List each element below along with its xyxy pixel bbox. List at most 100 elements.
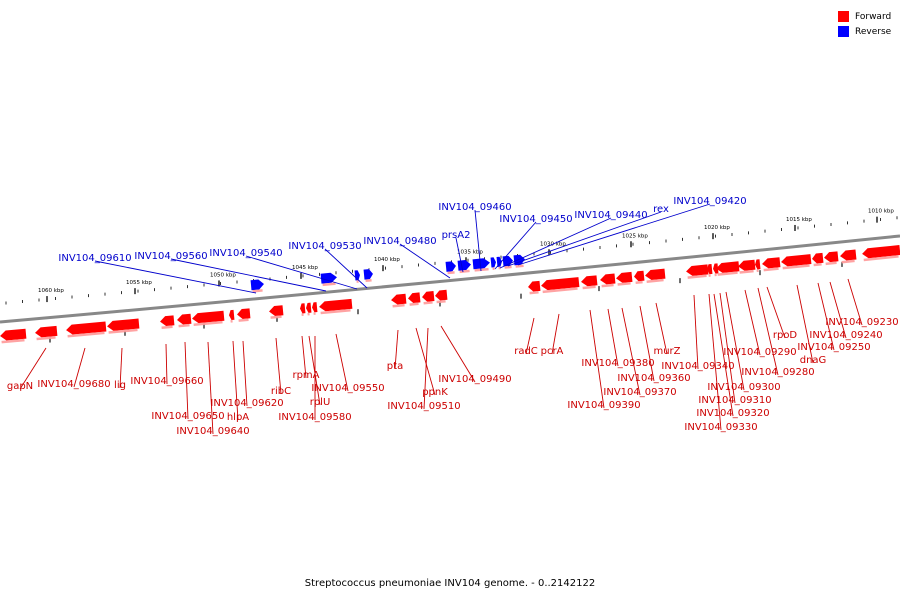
tick-layer: 1060 kbp 1055 kbp 1050 kbp 1045 kbp 1040 kbp…: [38, 209, 894, 303]
forward-gene: [107, 318, 140, 334]
forward-gene: [269, 305, 284, 319]
leader-line: [744, 289, 761, 356]
gene-label-radC: radC: [514, 346, 538, 357]
leader-line: [713, 293, 734, 417]
gene-label-INV104_09610: INV104_09610: [58, 253, 131, 264]
gene-label-INV104_09450: INV104_09450: [499, 214, 572, 225]
tick-label: 1040 kbp: [374, 257, 400, 263]
leader-line: [245, 255, 358, 290]
leader-line: [693, 294, 699, 370]
leader-line: [335, 333, 349, 392]
gene-label-INV104_09510: INV104_09510: [387, 401, 460, 412]
leader-line: [708, 293, 722, 431]
leader-line: [242, 340, 248, 407]
tick-label: 1015 kbp: [786, 217, 812, 223]
gene-label-ppnK: ppnK: [422, 387, 448, 398]
leader-line: [275, 337, 282, 395]
forward-gene: [319, 298, 353, 315]
leader-line: [455, 237, 464, 273]
forward-gene: [35, 325, 58, 341]
gene-label-INV104_09230: INV104_09230: [825, 317, 898, 328]
leader-line: [507, 211, 662, 267]
forward-gene: [408, 292, 421, 306]
reverse-gene: [496, 256, 502, 270]
gene-label-INV104_09620: INV104_09620: [210, 398, 283, 409]
forward-gene: [824, 251, 839, 266]
forward-gene: [192, 310, 225, 327]
leader-line: [232, 340, 239, 421]
forward-gene: [435, 289, 448, 304]
reverse-gene: [472, 258, 490, 272]
leader-line: [119, 347, 123, 389]
leader-line: [170, 258, 327, 292]
gene-label-rplU: rplU: [310, 397, 331, 408]
forward-gene: [66, 321, 107, 338]
forward-gene: [229, 309, 235, 323]
tick-label: 1035 kbp: [457, 249, 483, 255]
reverse-gene: [363, 269, 373, 283]
forward-gene: [616, 271, 633, 286]
forward-gene: [541, 277, 580, 294]
genome-caption: Streptococcus pneumoniae INV104 genome. …: [304, 578, 596, 589]
gene-label-INV104_09490: INV104_09490: [438, 374, 511, 385]
tick-label: 1055 kbp: [126, 280, 152, 286]
leader-line: [301, 335, 307, 379]
reverse-strand-layer: INV104_09610 INV104_09560 INV104_09540 INV1…: [58, 196, 747, 294]
tick-label: 1025 kbp: [622, 233, 648, 239]
leader-line: [589, 309, 605, 409]
leader-line: [94, 260, 257, 294]
legend: Forward Reverse: [838, 9, 898, 39]
tick-label: 1045 kbp: [292, 265, 318, 271]
leader-line: [551, 313, 560, 355]
gene-label-INV104_09240: INV104_09240: [809, 330, 882, 341]
forward-gene: [528, 280, 541, 295]
legend-label-forward: Forward: [855, 11, 892, 22]
gene-label-INV104_09380: INV104_09380: [581, 358, 654, 369]
forward-gene: [160, 315, 175, 329]
gene-label-INV104_09330: INV104_09330: [684, 422, 757, 433]
forward-gene: [686, 264, 709, 279]
forward-gene: [600, 273, 616, 288]
leader-line: [517, 203, 711, 266]
leader-line: [308, 335, 321, 406]
forward-gene: [781, 254, 812, 270]
gene-label-INV104_09420: INV104_09420: [673, 196, 746, 207]
gene-label-INV104_09540: INV104_09540: [209, 248, 282, 259]
leader-line: [474, 209, 482, 272]
gene-label-rpoD: rpoD: [773, 330, 798, 341]
legend-label-reverse: Reverse: [855, 26, 892, 37]
forward-gene: [177, 313, 192, 328]
gene-label-dnaG: dnaG: [800, 355, 827, 366]
gene-label-hlpA: hlpA: [227, 412, 249, 423]
gene-label-INV104_09370: INV104_09370: [603, 387, 676, 398]
gene-label-pta: pta: [387, 361, 403, 372]
leader-line: [494, 221, 537, 270]
gene-label-lig: lig: [114, 380, 126, 391]
leader-line: [394, 329, 399, 370]
legend-item-forward: Forward: [838, 9, 898, 24]
forward-gene: [716, 261, 740, 276]
gene-label-INV104_09650: INV104_09650: [151, 411, 224, 422]
leader-line: [499, 217, 612, 269]
leader-line: [73, 347, 86, 388]
leader-line: [725, 291, 745, 391]
leader-line: [796, 284, 814, 364]
gene-label-INV104_09660: INV104_09660: [130, 376, 203, 387]
leader-line: [639, 305, 655, 382]
forward-gene: [312, 302, 318, 315]
gene-label-INV104_09390: INV104_09390: [567, 400, 640, 411]
forward-gene: [300, 303, 306, 317]
tick-label: 1020 kbp: [704, 225, 730, 231]
forward-gene: [634, 270, 645, 285]
gene-label-INV104_09560: INV104_09560: [134, 251, 207, 262]
forward-gene: [862, 245, 900, 262]
forward-gene: [237, 308, 251, 322]
tick-label: 1050 kbp: [210, 272, 236, 278]
forward-gene: [840, 249, 857, 264]
leader-line: [324, 248, 368, 289]
forward-swatch: [838, 11, 849, 22]
leader-line: [766, 286, 786, 339]
leader-line: [525, 317, 535, 355]
reverse-swatch: [838, 26, 849, 37]
